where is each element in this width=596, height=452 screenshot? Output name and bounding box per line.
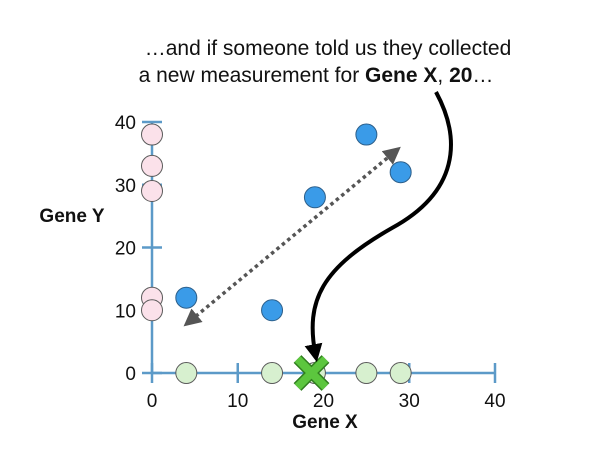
x-marker xyxy=(294,356,329,390)
new-measurement-marker xyxy=(293,355,330,391)
y-projection-point xyxy=(141,180,163,203)
y-axis-title: Gene Y xyxy=(39,206,104,227)
projection-points xyxy=(141,123,412,384)
x-projection-point xyxy=(355,362,378,384)
caption-value: 20 xyxy=(449,64,473,87)
data-point xyxy=(389,161,412,184)
y-tick-label: 30 xyxy=(115,176,136,197)
x-projection-point xyxy=(389,362,412,384)
y-tick-label: 0 xyxy=(125,364,136,385)
caption-line-2: a new measurement for Gene X, 20… xyxy=(18,62,596,90)
caption-text-1: …and if someone told us they collected xyxy=(144,37,512,60)
annotation-arrow xyxy=(304,91,453,363)
y-tick-label: 20 xyxy=(115,239,136,260)
y-projection-point xyxy=(141,154,163,177)
data-points xyxy=(175,123,412,322)
data-point xyxy=(355,123,378,146)
y-tick-label: 40 xyxy=(115,113,136,134)
axes xyxy=(150,122,495,375)
y-tick-label: 10 xyxy=(115,301,136,322)
x-tick-label: 40 xyxy=(484,391,505,412)
caption-gene-name: Gene X xyxy=(365,64,438,87)
caption-separator: , xyxy=(437,64,450,87)
data-point xyxy=(175,286,198,309)
data-point xyxy=(303,186,326,209)
annotation-curve xyxy=(304,91,453,363)
x-tick-label: 0 xyxy=(147,391,158,412)
data-point xyxy=(261,299,284,322)
correlation-arrow xyxy=(183,146,401,327)
x-tick-label: 30 xyxy=(399,391,420,412)
y-projection-point xyxy=(141,299,163,322)
caption-ellipsis: … xyxy=(472,64,494,87)
x-tick-label: 10 xyxy=(227,391,248,412)
x-projection-point xyxy=(175,362,198,384)
x-tick-label: 20 xyxy=(313,391,334,412)
axis-ticks xyxy=(142,120,497,383)
caption-text-2: a new measurement for xyxy=(138,64,366,87)
correlation-dotted-line xyxy=(183,146,401,327)
tick-labels: 0 10 20 30 40 0 10 20 30 40 xyxy=(115,113,506,412)
x-axis-title: Gene X xyxy=(292,412,358,433)
caption-line-1: …and if someone told us they collected xyxy=(30,35,596,63)
x-projection-point xyxy=(261,362,284,384)
y-projection-point xyxy=(141,123,163,146)
